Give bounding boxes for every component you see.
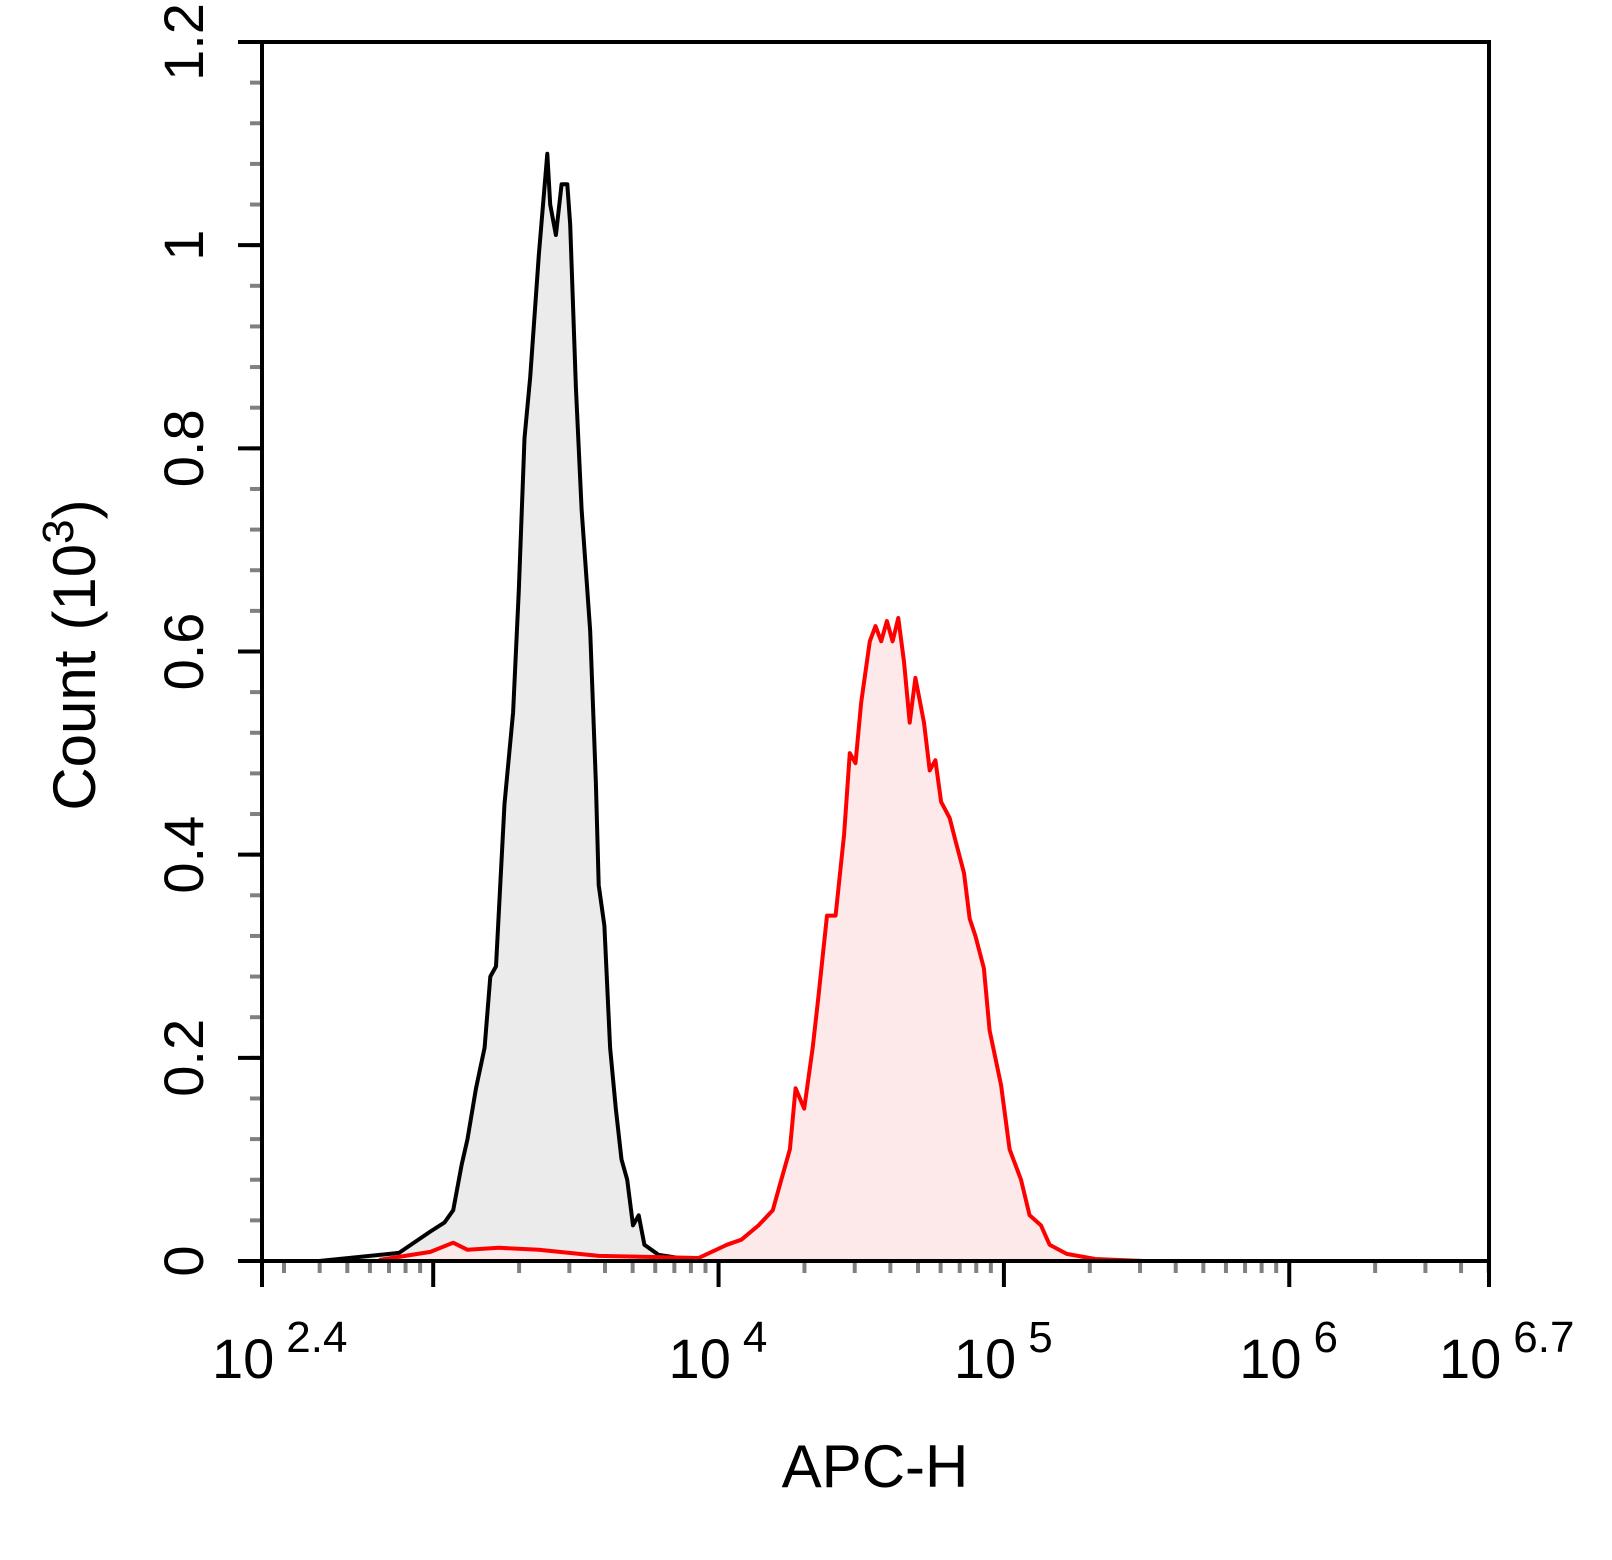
x-tick-label: 10 4 — [669, 1313, 768, 1390]
plot-frame — [260, 40, 1491, 1263]
series-0-line — [318, 151, 699, 1263]
y-axis-label-text: Count — [41, 650, 108, 810]
y-tick-label: 1 — [152, 230, 215, 261]
y-tick-label: 0 — [152, 1245, 215, 1276]
series-layer — [318, 151, 1144, 1263]
x-axis-label: APC-H — [782, 1433, 969, 1500]
y-axis-label: Count(103) — [34, 499, 108, 810]
x-tick-label: 10 5 — [954, 1313, 1053, 1390]
x-tick-label: 10 6 — [1239, 1313, 1338, 1390]
y-tick-label: 0.8 — [152, 409, 215, 487]
y-tick-label: 0.6 — [152, 613, 215, 691]
series-0-fill — [319, 153, 699, 1262]
series-1-line — [378, 616, 1144, 1263]
labels-layer: 10 2.4 10 4 10 5 10 6 10 6.7 0 0.2 0.4 0.6 0.8 1 1.2 — [152, 3, 1574, 1390]
y-tick-label: 0.4 — [152, 816, 215, 894]
x-tick-label: 10 6.7 — [1439, 1313, 1574, 1390]
series-1-fill — [378, 618, 1144, 1261]
x-tick-label: 10 2.4 — [212, 1313, 347, 1390]
y-tick-label: 1.2 — [152, 3, 215, 81]
y-tick-label: 0.2 — [152, 1019, 215, 1097]
